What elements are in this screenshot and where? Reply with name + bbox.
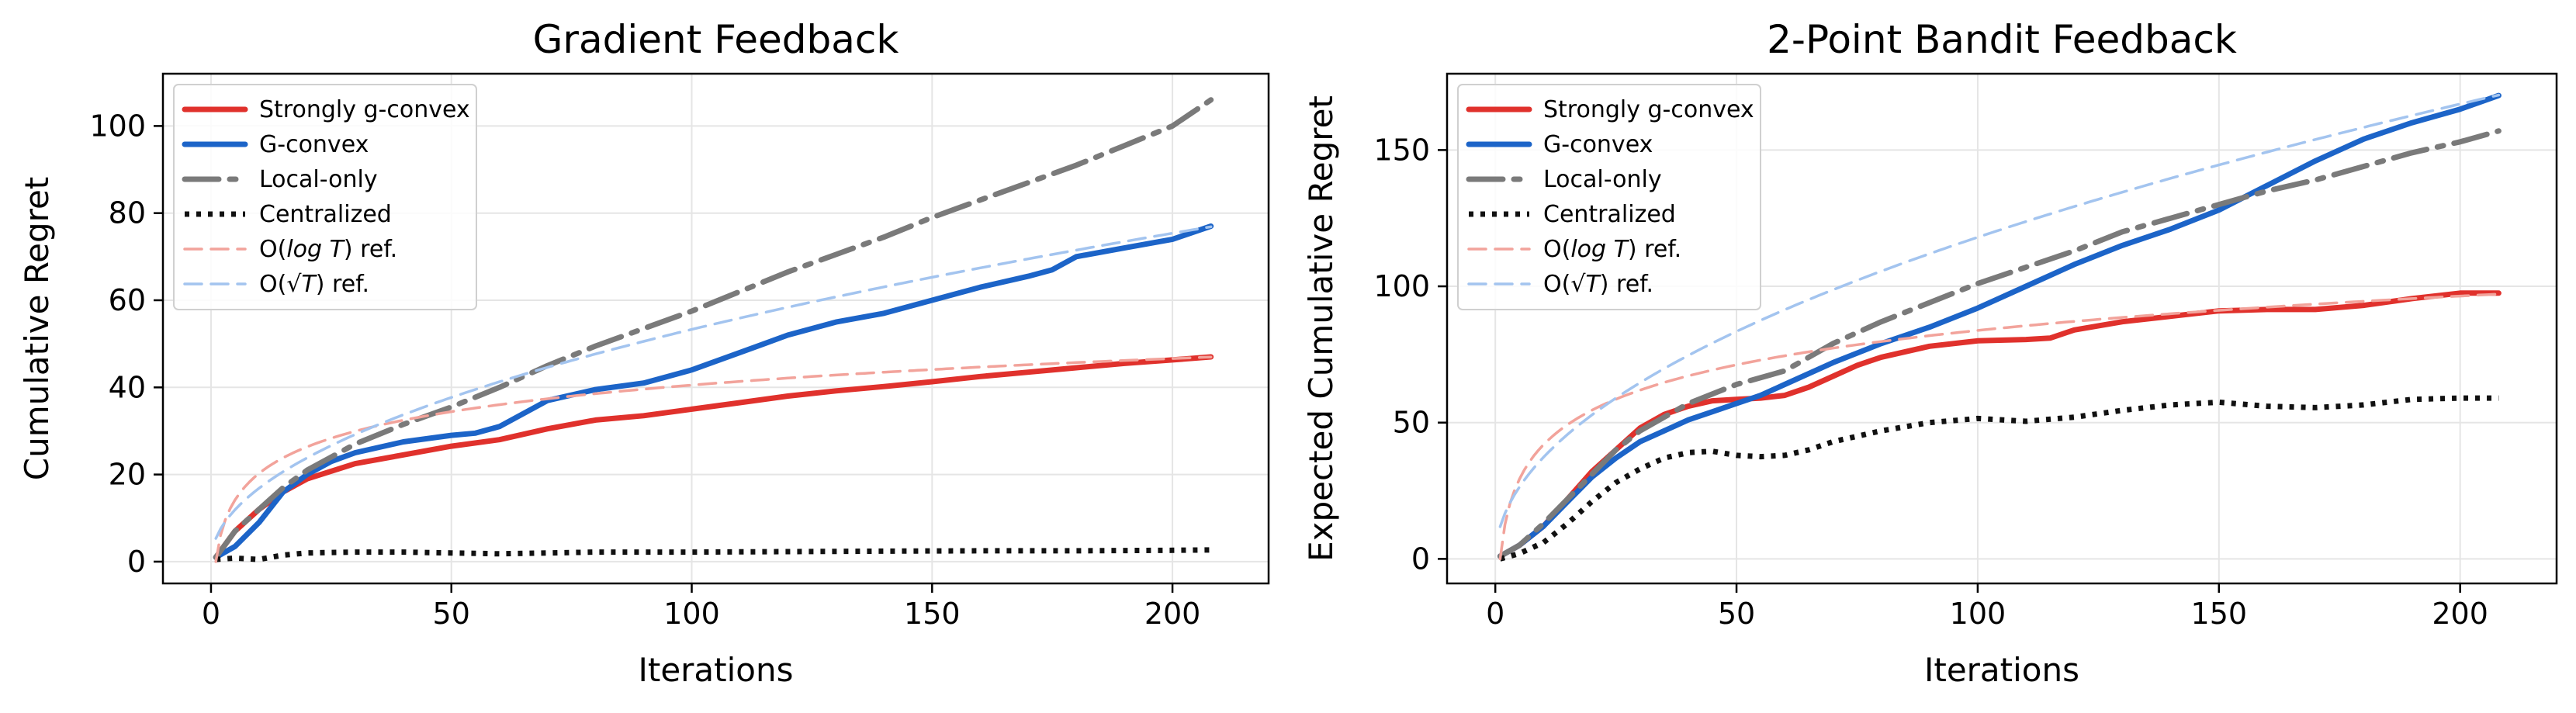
y-tick-label-50: 50 xyxy=(1393,406,1430,440)
x-tick-label-0: 0 xyxy=(202,597,220,631)
x-tick-label-200: 200 xyxy=(1144,597,1201,631)
y-axis-label: Expected Cumulative Regret xyxy=(1302,95,1340,562)
legend-label-o-log-t-ref: O(log T) ref. xyxy=(259,236,397,263)
y-tick-label-100: 100 xyxy=(89,109,146,143)
y-tick-label-150: 150 xyxy=(1373,133,1430,167)
y-tick-label-20: 20 xyxy=(109,458,146,492)
y-tick-label-60: 60 xyxy=(109,283,146,317)
legend: Strongly g-convex G-convex Local-only Centr… xyxy=(173,84,477,310)
series-g-convex xyxy=(213,223,1214,560)
gradient-feedback-chart: 0 50 100 150 200 0 20 40 60 80 100 Gradient Feedbac… xyxy=(18,17,1270,689)
series-strongly-g-convex xyxy=(213,354,1214,560)
legend-label-o-t-ref: O(√T) ref. xyxy=(1543,271,1653,298)
series-o-t-ref xyxy=(1498,93,2501,528)
y-axis-label: Cumulative Regret xyxy=(18,177,56,481)
plot-frame xyxy=(1446,72,2558,585)
legend-label-strongly-g-convex: Strongly g-convex xyxy=(259,96,470,123)
plot-frame xyxy=(161,72,1270,585)
x-tick-label-100: 100 xyxy=(663,597,720,631)
y-tick-label-80: 80 xyxy=(109,196,146,230)
x-axis-label: Iterations xyxy=(638,651,793,689)
series-lines xyxy=(1497,92,2502,562)
legend-label-strongly-g-convex: Strongly g-convex xyxy=(1543,96,1754,123)
legend-label-o-t-ref: O(√T) ref. xyxy=(259,271,369,298)
legend-label-centralized: Centralized xyxy=(259,201,392,228)
series-o-log-t-ref xyxy=(214,355,1213,563)
legend-box xyxy=(173,84,477,310)
chart-title: Gradient Feedback xyxy=(533,17,899,62)
series-o-log-t-ref xyxy=(1498,292,2501,561)
y-tick-label-100: 100 xyxy=(1373,269,1430,303)
series-lines xyxy=(213,97,1214,563)
x-tick-label-150: 150 xyxy=(904,597,961,631)
legend-label-g-convex: G-convex xyxy=(1543,131,1653,158)
legend-label-local-only: Local-only xyxy=(259,166,378,193)
legend-label-centralized: Centralized xyxy=(1543,201,1676,228)
y-tick-label-0: 0 xyxy=(127,545,146,579)
legend-box xyxy=(1457,84,1761,310)
series-g-convex xyxy=(1497,92,2502,559)
series-centralized xyxy=(215,547,1211,562)
series-centralized xyxy=(1499,395,2499,562)
x-tick-label-100: 100 xyxy=(1950,597,2006,631)
y-tick-label-0: 0 xyxy=(1411,542,1430,576)
legend-label-o-log-t-ref: O(log T) ref. xyxy=(1543,236,1681,263)
x-tick-label-50: 50 xyxy=(1718,597,1755,631)
legend: Strongly g-convex G-convex Local-only Centr… xyxy=(1457,84,1761,310)
series-local-only xyxy=(1497,128,2502,559)
x-tick-label-150: 150 xyxy=(2191,597,2248,631)
chart-title: 2-Point Bandit Feedback xyxy=(1767,17,2237,62)
legend-label-g-convex: G-convex xyxy=(259,131,369,158)
y-tick-label-40: 40 xyxy=(109,370,146,404)
x-axis-label: Iterations xyxy=(1924,651,2079,689)
x-tick-label-0: 0 xyxy=(1486,597,1504,631)
x-tick-label-50: 50 xyxy=(433,597,470,631)
x-tick-label-200: 200 xyxy=(2432,597,2488,631)
bandit-feedback-chart: 0 50 100 150 200 0 50 100 150 2-Point Bandit Feed… xyxy=(1302,17,2558,689)
legend-label-local-only: Local-only xyxy=(1543,166,1662,193)
series-local-only xyxy=(213,97,1214,560)
